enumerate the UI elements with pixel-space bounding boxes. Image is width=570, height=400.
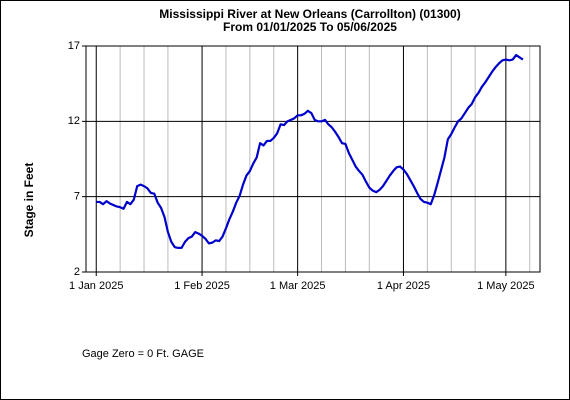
- x-tick-label: 1 Apr 2025: [377, 280, 430, 292]
- chart-subtitle: From 01/01/2025 To 05/06/2025: [223, 20, 397, 34]
- plot-border: [85, 45, 541, 273]
- x-tick-label: 1 Jan 2025: [69, 280, 123, 292]
- chart-title: Mississippi River at New Orleans (Carrol…: [159, 7, 460, 21]
- data-line: [96, 53, 524, 249]
- y-axis-label: Stage in Feet: [22, 163, 36, 238]
- x-tick-label: 1 Mar 2025: [270, 280, 326, 292]
- y-tick-label: 2: [74, 266, 80, 278]
- x-tick-label: 1 May 2025: [477, 280, 534, 292]
- y-tick-label: 12: [68, 115, 80, 127]
- annotation: Gage Zero = 0 Ft. GAGE: [82, 348, 204, 360]
- y-tick-label: 17: [68, 40, 80, 52]
- x-tick-label: 1 Feb 2025: [174, 280, 230, 292]
- y-tick-label: 7: [74, 191, 80, 203]
